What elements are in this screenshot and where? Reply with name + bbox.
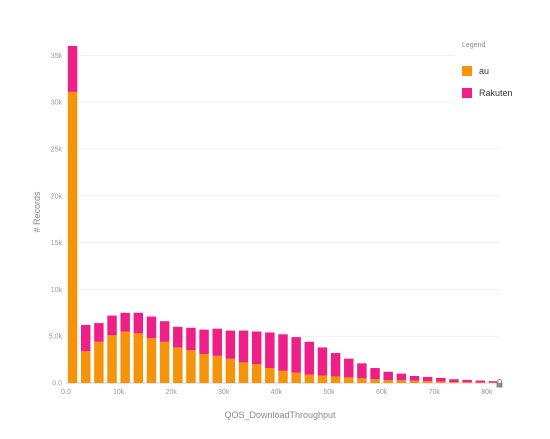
grid-lines	[66, 54, 500, 384]
legend-label-au: au	[479, 66, 490, 76]
bar-au[interactable]	[173, 347, 183, 383]
bar-au[interactable]	[107, 335, 117, 383]
bar-rakuten[interactable]	[146, 316, 157, 339]
bar-au[interactable]	[357, 378, 367, 383]
bar-rakuten[interactable]	[159, 321, 170, 342]
bar-au[interactable]	[251, 364, 262, 383]
bar-rakuten[interactable]	[304, 341, 315, 375]
bar-au[interactable]	[383, 380, 393, 383]
bar-rakuten[interactable]	[120, 312, 130, 332]
bar-rakuten[interactable]	[225, 330, 236, 359]
legend: Legend au Rakuten	[455, 35, 515, 105]
bar-au[interactable]	[436, 381, 446, 383]
bar-au[interactable]	[80, 351, 91, 383]
bar-rakuten[interactable]	[422, 376, 433, 382]
x-axis-ticks: 0.0 10k 20k 30k 40k 50k 60k 70k 80k	[61, 389, 493, 396]
bar-au[interactable]	[159, 341, 170, 383]
y-tick-label: 10k	[51, 287, 63, 294]
x-axis-title: QOS_DownloadThroughput	[224, 410, 336, 420]
bar-au[interactable]	[67, 91, 78, 383]
y-tick-label: 35k	[51, 53, 63, 60]
y-tick-label: 25k	[51, 146, 63, 153]
bar-au[interactable]	[238, 362, 249, 383]
y-axis-ticks: 0.0 5.0k 10k 15k 20k 25k 30k 35k	[49, 53, 63, 388]
bar-rakuten[interactable]	[251, 331, 262, 365]
bar-au[interactable]	[212, 355, 222, 383]
y-tick-label: 30k	[51, 100, 63, 107]
bar-rakuten[interactable]	[436, 377, 446, 382]
bar-au[interactable]	[370, 379, 380, 383]
bar-rakuten[interactable]	[330, 353, 341, 377]
bar-rakuten[interactable]	[344, 358, 354, 378]
x-tick-label: 50k	[323, 389, 335, 396]
y-tick-label: 0.0	[52, 381, 62, 388]
x-tick-label: 10k	[113, 389, 125, 396]
bar-rakuten[interactable]	[80, 324, 91, 352]
bar-au[interactable]	[462, 382, 472, 383]
y-tick-label: 5.0k	[49, 334, 63, 341]
bar-au[interactable]	[225, 358, 236, 383]
legend-label-rakuten: Rakuten	[479, 88, 513, 98]
legend-item-au[interactable]: au	[462, 65, 489, 77]
bar-au[interactable]	[133, 333, 144, 383]
legend-swatch-rakuten	[462, 88, 472, 98]
bar-rakuten[interactable]	[133, 312, 144, 334]
bar-au[interactable]	[186, 350, 196, 383]
y-axis-title: # Records	[32, 191, 42, 233]
bar-au[interactable]	[265, 368, 275, 383]
x-tick-label: 40k	[271, 389, 283, 396]
legend-title: Legend	[462, 42, 486, 49]
bar-au[interactable]	[396, 380, 407, 383]
bar-au[interactable]	[475, 382, 486, 383]
bar-au[interactable]	[422, 381, 433, 383]
bar-rakuten[interactable]	[475, 380, 486, 383]
y-tick-label: 20k	[51, 193, 63, 200]
bar-rakuten[interactable]	[212, 328, 222, 356]
bar-rakuten[interactable]	[383, 371, 393, 381]
bar-au[interactable]	[120, 331, 130, 383]
bar-rakuten[interactable]	[238, 330, 249, 363]
legend-item-rakuten[interactable]: Rakuten	[462, 87, 513, 99]
x-tick-label: 80k	[481, 389, 493, 396]
lock-icon[interactable]	[496, 379, 503, 388]
bar-rakuten[interactable]	[265, 332, 275, 369]
legend-swatch-au	[462, 66, 472, 76]
bar-au[interactable]	[291, 372, 301, 383]
x-tick-label: 20k	[166, 389, 178, 396]
bar-rakuten[interactable]	[409, 375, 420, 381]
bar-rakuten[interactable]	[67, 46, 78, 92]
bar-au[interactable]	[146, 338, 157, 383]
bar-rakuten[interactable]	[370, 368, 380, 380]
bar-rakuten[interactable]	[357, 363, 367, 379]
y-tick-label: 15k	[51, 240, 63, 247]
x-tick-label: 60k	[376, 389, 388, 396]
bar-rakuten[interactable]	[94, 323, 104, 342]
bar-au[interactable]	[317, 375, 328, 383]
bar-rakuten[interactable]	[396, 373, 407, 381]
bar-rakuten[interactable]	[173, 326, 183, 348]
bar-rakuten[interactable]	[449, 379, 459, 383]
x-tick-label: 30k	[218, 389, 230, 396]
bar-au[interactable]	[344, 377, 354, 383]
bar-rakuten[interactable]	[462, 379, 472, 383]
bar-au[interactable]	[199, 353, 209, 383]
bar-au[interactable]	[304, 374, 315, 383]
bar-au[interactable]	[449, 382, 459, 383]
bar-au[interactable]	[330, 376, 341, 383]
bar-au[interactable]	[94, 341, 104, 383]
bar-rakuten[interactable]	[291, 337, 301, 373]
bar-rakuten[interactable]	[107, 315, 117, 336]
bar-au[interactable]	[278, 370, 288, 383]
bar-au[interactable]	[409, 380, 420, 383]
bar-rakuten[interactable]	[278, 334, 288, 371]
bar-rakuten[interactable]	[186, 327, 196, 351]
bar-rakuten[interactable]	[199, 329, 209, 354]
stacked-bars	[67, 46, 499, 383]
bar-rakuten[interactable]	[488, 381, 499, 383]
x-tick-label: 70k	[429, 389, 441, 396]
x-tick-label: 0.0	[61, 389, 71, 396]
bar-rakuten[interactable]	[317, 347, 328, 376]
